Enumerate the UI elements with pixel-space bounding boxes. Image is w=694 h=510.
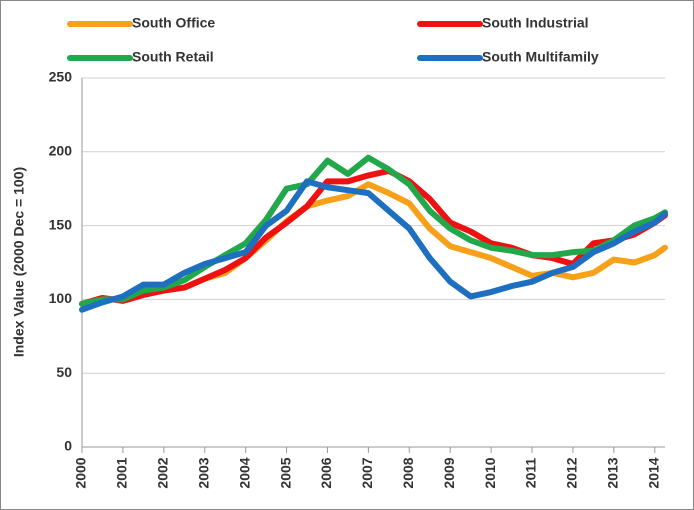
x-tick-label: 2005 (277, 457, 293, 488)
legend-label: South Industrial (482, 15, 589, 31)
x-tick-label: 2007 (359, 457, 375, 488)
y-axis-label: Index Value (2000 Dec = 100) (11, 167, 27, 357)
x-tick-label: 2006 (318, 457, 334, 488)
x-tick-label: 2012 (564, 457, 580, 488)
x-tick-label: 2009 (441, 457, 457, 488)
x-tick-label: 2004 (236, 457, 252, 488)
series-line (79, 154, 668, 307)
series-line (79, 167, 668, 307)
legend-label: South Retail (132, 49, 214, 65)
y-tick-label: 150 (49, 216, 73, 232)
y-tick-label: 250 (49, 69, 73, 85)
x-tick-label: 2010 (482, 457, 498, 488)
series-line (79, 178, 668, 313)
y-tick-label: 50 (56, 364, 72, 380)
legend-label: South Multifamily (482, 49, 599, 65)
x-tick-label: 2003 (195, 457, 211, 488)
x-tick-label: 2013 (605, 457, 621, 488)
x-tick-label: 2000 (73, 457, 89, 488)
x-tick-label: 2014 (645, 457, 661, 488)
y-tick-label: 200 (49, 143, 73, 159)
y-tick-label: 100 (49, 290, 73, 306)
x-tick-label: 2002 (155, 457, 171, 488)
legend-label: South Office (132, 15, 215, 31)
x-tick-label: 2011 (523, 458, 539, 489)
x-tick-label: 2001 (114, 457, 130, 488)
x-tick-label: 2008 (400, 457, 416, 488)
y-tick-label: 0 (64, 438, 72, 454)
